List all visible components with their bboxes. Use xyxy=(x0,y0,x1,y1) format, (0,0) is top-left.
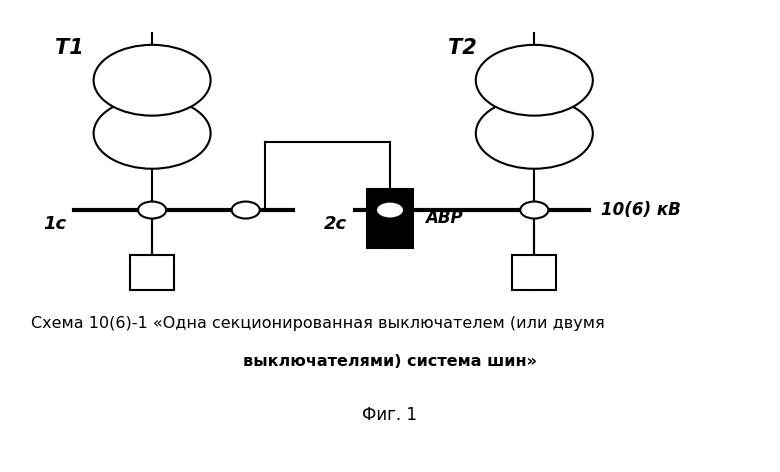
Text: 1c: 1c xyxy=(43,215,66,233)
Circle shape xyxy=(376,202,404,219)
FancyBboxPatch shape xyxy=(512,255,556,290)
Text: выключателями) система шин»: выключателями) система шин» xyxy=(243,354,537,369)
Circle shape xyxy=(138,202,166,219)
Circle shape xyxy=(94,45,211,116)
Circle shape xyxy=(232,202,260,219)
Text: T1: T1 xyxy=(55,38,83,58)
Circle shape xyxy=(476,98,593,169)
Bar xyxy=(367,189,413,248)
FancyBboxPatch shape xyxy=(130,255,174,290)
Text: Схема 10(6)-1 «Одна секционированная выключателем (или двумя: Схема 10(6)-1 «Одна секционированная вык… xyxy=(31,316,605,331)
Circle shape xyxy=(94,98,211,169)
Text: АВР: АВР xyxy=(425,209,463,228)
Text: Фиг. 1: Фиг. 1 xyxy=(363,406,417,424)
Text: T2: T2 xyxy=(448,38,477,58)
Text: 2c: 2c xyxy=(324,215,347,233)
Circle shape xyxy=(520,202,548,219)
Text: 10(6) кВ: 10(6) кВ xyxy=(601,201,680,219)
Circle shape xyxy=(476,45,593,116)
